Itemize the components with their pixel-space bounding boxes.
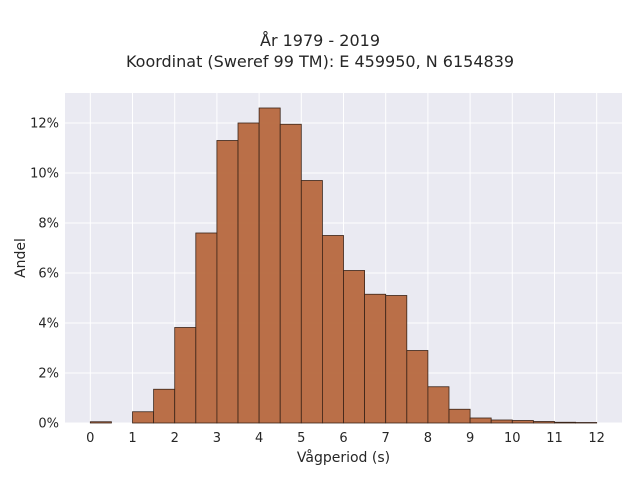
histogram-bar	[511, 420, 534, 424]
chart-subtitle: Koordinat (Sweref 99 TM): E 459950, N 61…	[125, 52, 515, 71]
histogram-bar	[385, 295, 408, 424]
x-tick-labels: 0 1 2 3 4 5 6 7 8 9 10 11 12	[86, 431, 605, 446]
y-tick-label: 4%	[38, 317, 59, 332]
x-tick-label: 12	[588, 431, 605, 446]
y-tick-labels: 0% 2% 4% 6% 8% 10% 12%	[30, 117, 59, 432]
y-tick-label: 10%	[30, 167, 59, 182]
histogram-bar	[237, 122, 260, 424]
histogram-bar	[575, 422, 598, 424]
histogram-bar	[258, 107, 281, 424]
histogram-bar	[406, 350, 429, 424]
x-tick-label: 3	[213, 431, 221, 446]
histogram-bar	[427, 386, 450, 424]
histogram-bar	[216, 140, 239, 424]
x-tick-label: 10	[504, 431, 521, 446]
y-tick-label: 0%	[38, 417, 59, 432]
y-tick-label: 12%	[30, 117, 59, 132]
x-tick-label: 4	[255, 431, 263, 446]
x-axis-label: Vågperiod (s)	[297, 449, 390, 466]
x-tick-label: 0	[86, 431, 94, 446]
histogram-bar	[89, 421, 112, 424]
y-tick-label: 8%	[38, 217, 59, 232]
x-tick-label: 6	[339, 431, 347, 446]
x-tick-label: 9	[466, 431, 474, 446]
histogram-bar	[153, 388, 176, 424]
histogram-bar	[322, 235, 344, 424]
bars	[89, 107, 598, 424]
histogram-bar	[490, 419, 513, 424]
histogram-bar	[300, 180, 323, 424]
histogram-bar	[532, 421, 555, 424]
histogram-bar	[174, 327, 197, 424]
histogram-bar	[195, 232, 218, 424]
x-tick-label: 1	[128, 431, 136, 446]
x-tick-label: 5	[297, 431, 305, 446]
x-tick-label: 8	[424, 431, 432, 446]
x-tick-label: 7	[382, 431, 390, 446]
histogram-bar	[343, 270, 365, 424]
histogram-bar	[132, 411, 155, 424]
histogram-bar	[364, 293, 387, 424]
histogram-bar	[469, 417, 492, 424]
histogram-bar	[554, 421, 576, 424]
histogram-bar	[279, 123, 302, 424]
y-tick-label: 6%	[38, 267, 59, 282]
y-tick-label: 2%	[38, 367, 59, 382]
chart-title: År 1979 - 2019	[260, 31, 380, 50]
y-axis-label: Andel	[13, 238, 29, 278]
x-tick-label: 11	[546, 431, 563, 446]
x-tick-label: 2	[171, 431, 179, 446]
histogram-bar	[448, 408, 471, 424]
chart-title-block: År 1979 - 2019 Koordinat (Sweref 99 TM):…	[0, 30, 640, 72]
